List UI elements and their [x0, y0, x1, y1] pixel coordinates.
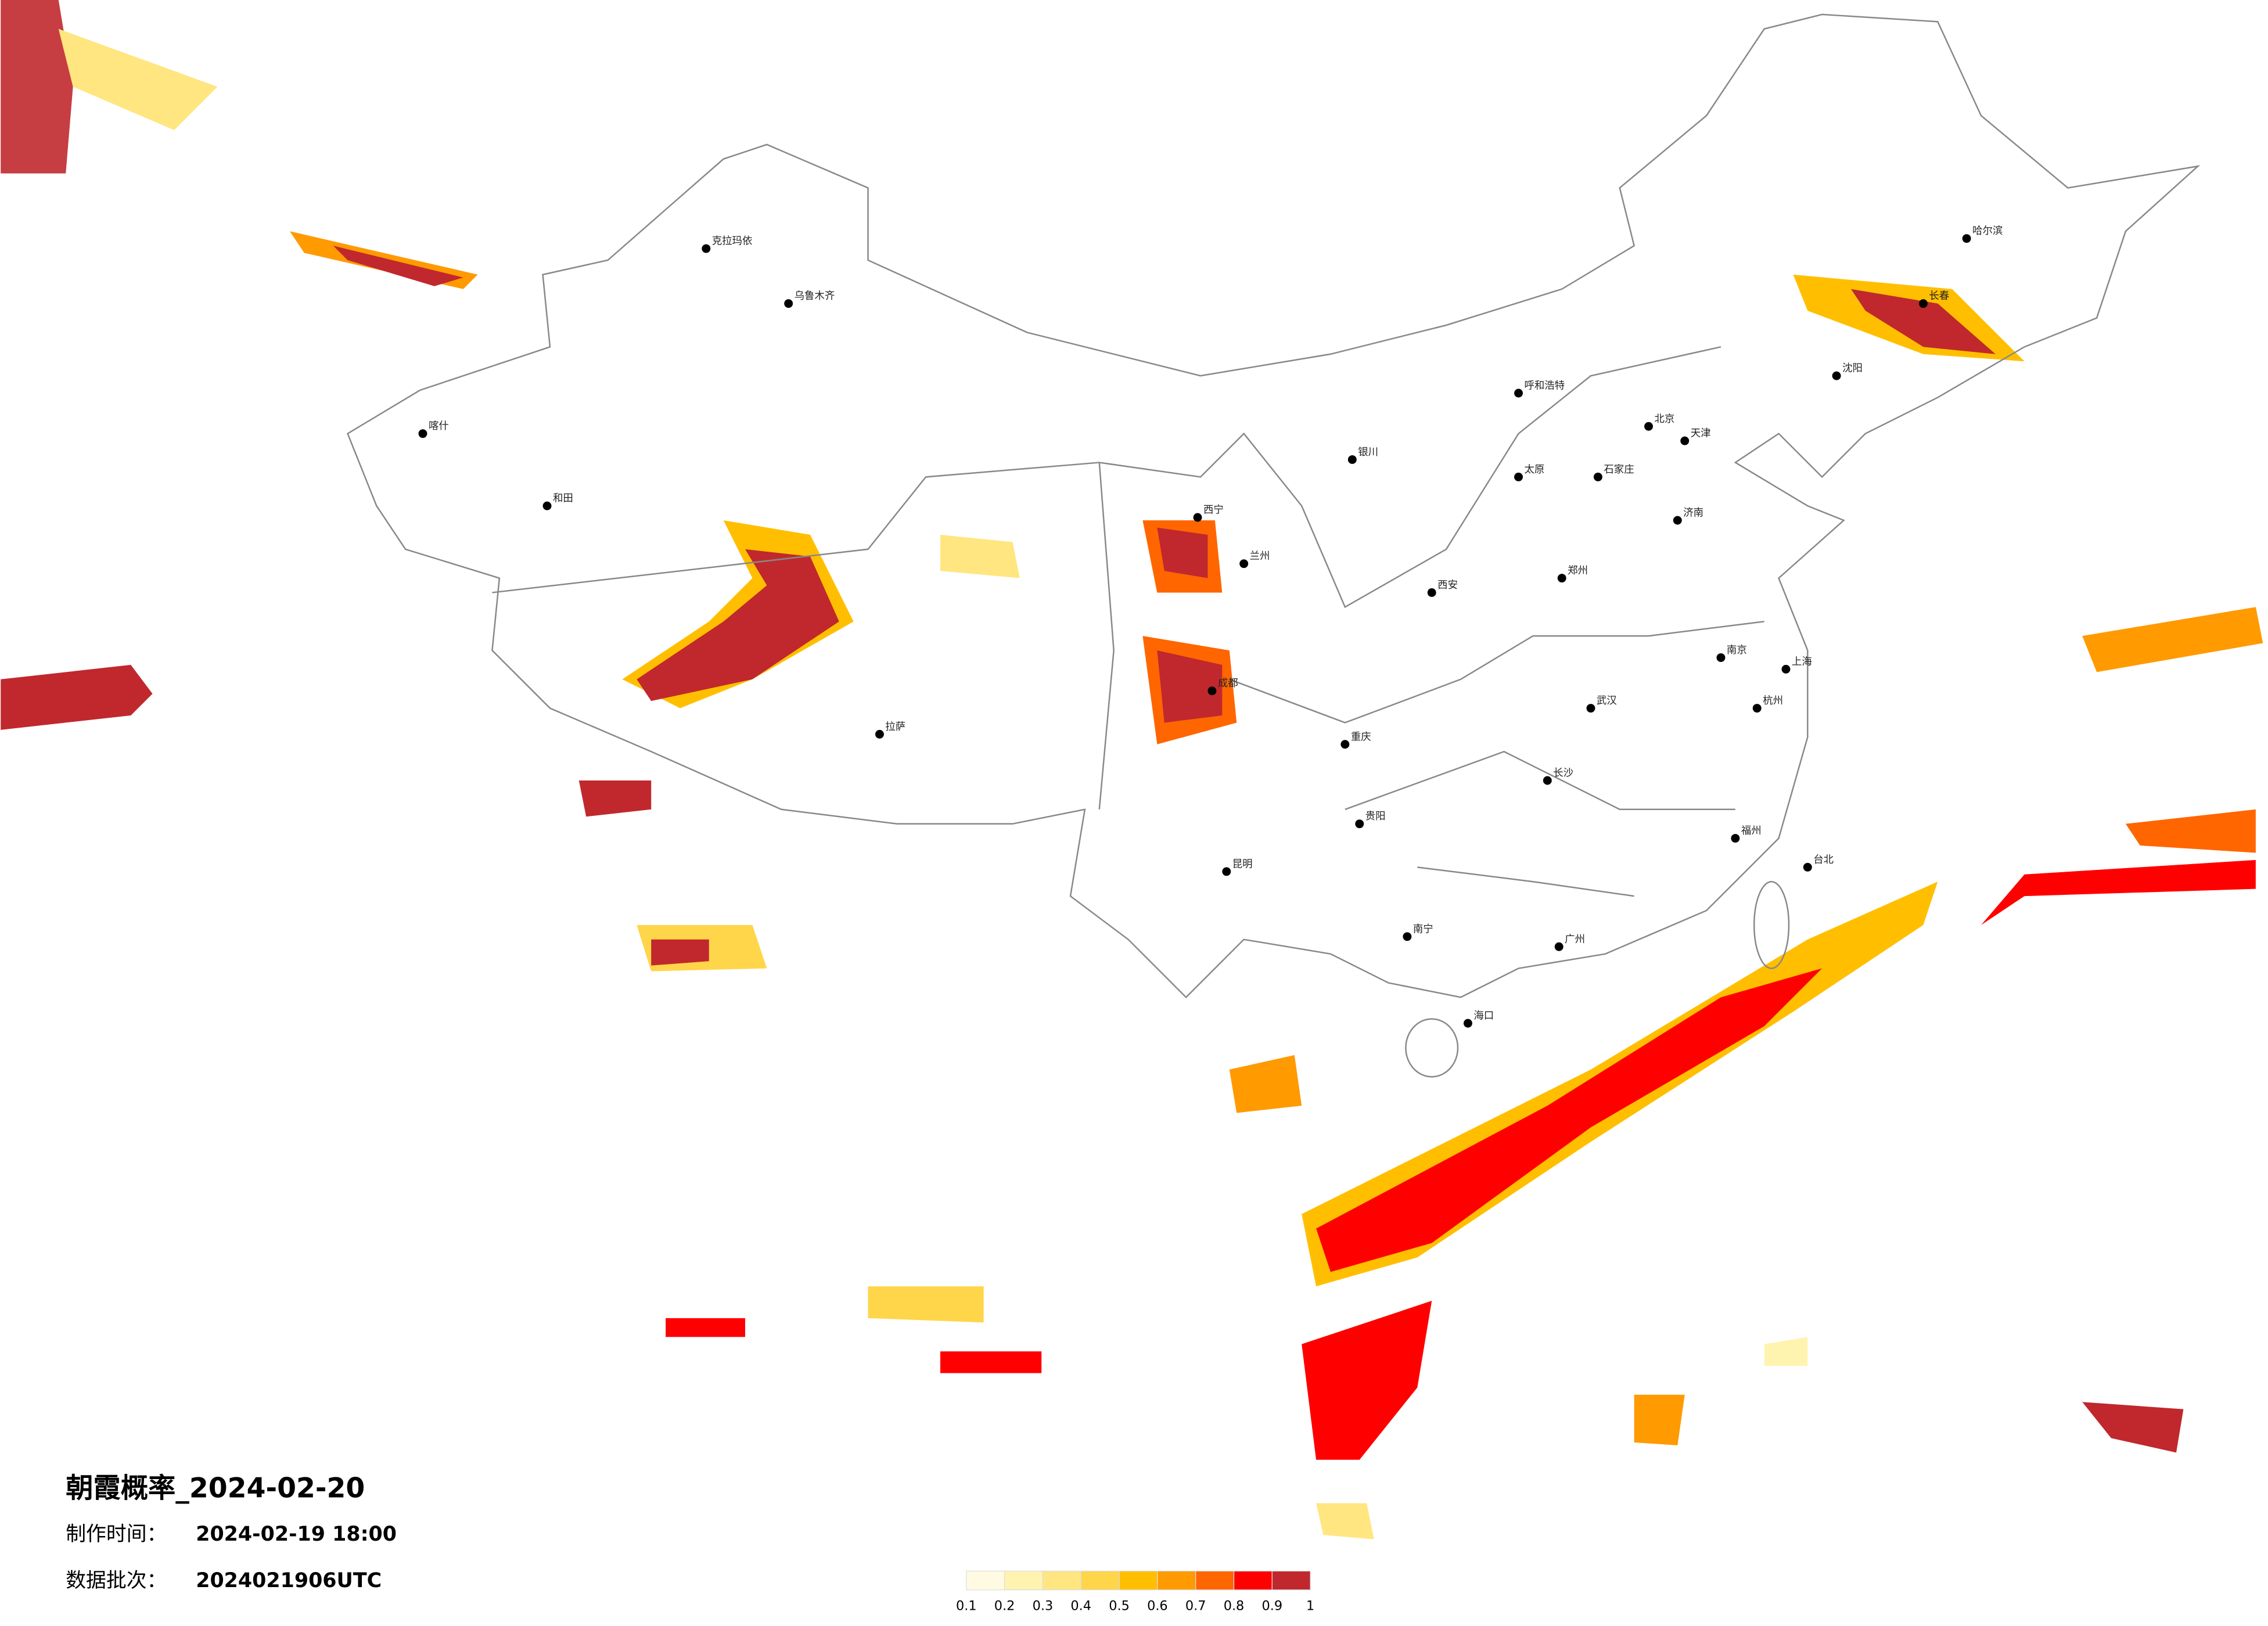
city-dot — [1222, 867, 1231, 876]
city-label: 拉萨 — [885, 721, 905, 733]
legend-tick-label: 0.4 — [1070, 1599, 1091, 1614]
city-dot — [1347, 455, 1357, 464]
city-label: 和田 — [553, 493, 573, 505]
city-dot — [1239, 559, 1249, 569]
legend-swatch — [1004, 1570, 1044, 1591]
legend-swatch — [1233, 1570, 1273, 1591]
legend-tick-label: 0.1 — [956, 1599, 977, 1614]
made-time: 2024-02-19 18:00 — [196, 1523, 397, 1546]
legend-tick-label: 0.9 — [1262, 1599, 1283, 1614]
legend-tick-label: 0.7 — [1185, 1599, 1206, 1614]
city-label: 杭州 — [1763, 695, 1783, 707]
city-label: 克拉玛依 — [712, 236, 753, 247]
city-label: 济南 — [1683, 508, 1703, 519]
city-label: 石家庄 — [1604, 464, 1634, 476]
legend-swatch — [1195, 1570, 1235, 1591]
city-dot — [1752, 704, 1762, 713]
city-label: 西宁 — [1203, 505, 1224, 516]
city-dot — [1716, 653, 1726, 662]
city-label: 广州 — [1565, 934, 1585, 945]
city-dot — [1543, 776, 1552, 785]
legend-tick-label: 0.5 — [1109, 1599, 1130, 1614]
city-dot — [1832, 371, 1841, 380]
city-label: 南宁 — [1413, 923, 1433, 935]
city-dot — [1427, 588, 1436, 597]
city-dot — [542, 501, 552, 510]
legend: 0.1 0.2 0.3 0.4 0.5 0.6 0.7 0.8 0.9 1 — [956, 1570, 1314, 1614]
city-dot — [1680, 436, 1690, 445]
city-label: 长春 — [1929, 290, 1949, 302]
batch: 2024021906UTC — [196, 1569, 382, 1592]
city-label: 西安 — [1437, 580, 1458, 591]
city-label: 呼和浩特 — [1525, 380, 1565, 392]
city-label: 海口 — [1473, 1010, 1494, 1022]
city-label: 银川 — [1358, 447, 1378, 458]
city-label: 哈尔滨 — [1972, 225, 2003, 237]
probability-field — [1, 0, 2263, 1539]
city-dot — [1514, 388, 1523, 398]
city-label: 成都 — [1218, 678, 1238, 689]
city-dot — [1340, 740, 1350, 749]
made-label: 制作时间： — [66, 1523, 167, 1546]
city-dot — [418, 429, 427, 438]
city-label: 兰州 — [1250, 551, 1270, 562]
city-dot — [1731, 834, 1740, 843]
city-label: 上海 — [1792, 656, 1812, 668]
city-label: 重庆 — [1351, 731, 1371, 743]
legend-swatch — [1119, 1570, 1158, 1591]
title: 朝霞概率_2024-02-20 — [66, 1472, 365, 1504]
city-dot — [1962, 234, 1971, 243]
city-label: 喀什 — [429, 420, 449, 432]
city-label: 武汉 — [1597, 695, 1617, 707]
city-dot — [1463, 1019, 1472, 1028]
batch-label: 数据批次： — [66, 1569, 167, 1592]
borders — [346, 13, 2201, 1078]
legend-tick-label: 1 — [1306, 1599, 1314, 1614]
city-dot — [1586, 704, 1595, 713]
city-label: 北京 — [1655, 413, 1675, 425]
city-dot — [1403, 932, 1412, 941]
city-label: 天津 — [1691, 428, 1711, 440]
legend-tick-label: 0.8 — [1224, 1599, 1245, 1614]
city-dot — [1193, 513, 1202, 522]
legend-swatch — [1157, 1570, 1196, 1591]
city-dot — [1803, 862, 1812, 872]
city-dot — [1781, 664, 1791, 674]
city-label: 南京 — [1727, 645, 1747, 656]
legend-swatch — [1080, 1570, 1120, 1591]
legend-tick-label: 0.2 — [994, 1599, 1015, 1614]
city-dot — [702, 244, 711, 253]
city-dot — [1918, 299, 1928, 308]
city-dot — [1593, 472, 1602, 481]
city-label: 昆明 — [1232, 858, 1253, 870]
city-label: 沈阳 — [1842, 363, 1863, 375]
city-label: 太原 — [1525, 464, 1545, 476]
city-dot — [1207, 686, 1217, 696]
city-dot — [1554, 942, 1563, 951]
city-dot — [1355, 819, 1364, 829]
legend-swatch — [1042, 1570, 1081, 1591]
city-label: 贵阳 — [1365, 811, 1386, 822]
city-dot — [1557, 574, 1566, 583]
city-dot — [1514, 472, 1523, 481]
legend-swatch — [1271, 1570, 1311, 1591]
city-label: 郑州 — [1568, 565, 1588, 577]
city-dot — [875, 729, 884, 739]
city-label: 长沙 — [1553, 768, 1573, 779]
city-dot — [1673, 516, 1682, 525]
city-label: 乌鲁木齐 — [795, 290, 835, 302]
city-label: 台北 — [1813, 854, 1834, 866]
city-dot — [1644, 422, 1654, 431]
legend-swatch — [966, 1570, 1005, 1591]
city-dot — [784, 299, 793, 308]
city-label: 福州 — [1741, 825, 1762, 837]
legend-tick-label: 0.6 — [1147, 1599, 1168, 1614]
legend-tick-label: 0.3 — [1033, 1599, 1054, 1614]
